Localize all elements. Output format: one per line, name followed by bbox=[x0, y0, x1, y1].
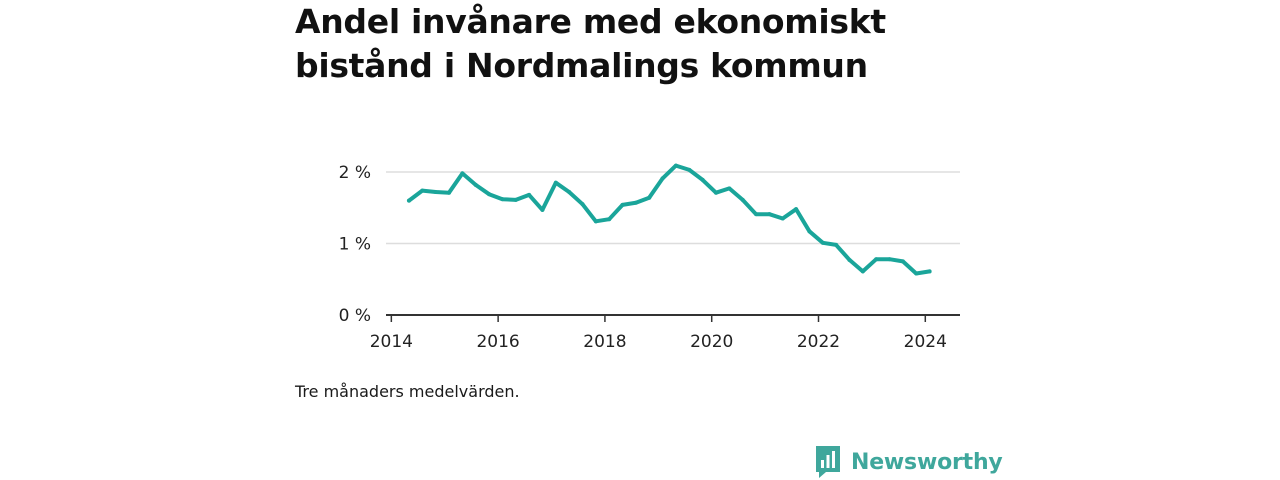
y-tick-label: 2 % bbox=[339, 163, 371, 183]
data-point bbox=[794, 207, 799, 212]
data-point bbox=[780, 216, 785, 221]
chart-title: Andel invånare med ekonomiskt bistånd i … bbox=[295, 2, 886, 85]
series-line bbox=[407, 163, 932, 276]
data-point bbox=[633, 200, 638, 205]
data-point bbox=[660, 176, 665, 181]
y-tick-label: 1 % bbox=[339, 235, 371, 255]
gridlines bbox=[386, 171, 960, 245]
x-tick-label: 2022 bbox=[797, 332, 840, 352]
data-point bbox=[500, 197, 505, 202]
data-point bbox=[927, 269, 932, 274]
data-point bbox=[713, 190, 718, 195]
data-point bbox=[834, 242, 839, 247]
data-point bbox=[727, 186, 732, 191]
x-tick-label: 2016 bbox=[476, 332, 519, 352]
newsworthy-logo-icon bbox=[816, 446, 840, 478]
data-point bbox=[567, 190, 572, 195]
series-layer bbox=[406, 163, 932, 276]
data-point bbox=[700, 177, 705, 182]
data-point bbox=[433, 190, 438, 195]
data-point bbox=[487, 192, 492, 197]
data-point bbox=[740, 197, 745, 202]
data-point bbox=[527, 192, 532, 197]
axes bbox=[386, 314, 960, 322]
x-tick-label: 2024 bbox=[904, 332, 947, 352]
data-point bbox=[647, 195, 652, 200]
data-point bbox=[900, 259, 905, 264]
data-point bbox=[687, 167, 692, 172]
data-point bbox=[447, 190, 452, 195]
data-point bbox=[754, 212, 759, 217]
chart-caption: Tre månaders medelvärden. bbox=[295, 382, 520, 401]
brand-name: Newsworthy bbox=[851, 449, 1003, 475]
data-point bbox=[473, 182, 478, 187]
data-point bbox=[860, 269, 865, 274]
data-point bbox=[593, 219, 598, 224]
data-point bbox=[540, 207, 545, 212]
data-point bbox=[460, 171, 465, 176]
data-point bbox=[553, 180, 558, 185]
data-point bbox=[914, 271, 919, 276]
data-point bbox=[874, 257, 879, 262]
y-tick-label: 0 % bbox=[339, 306, 371, 326]
data-point bbox=[767, 212, 772, 217]
tick-labels: 0 % 1 % 2 % 2014 2016 2018 2020 2022 2024 bbox=[339, 163, 947, 352]
data-point bbox=[807, 229, 812, 234]
data-point bbox=[847, 257, 852, 262]
data-point bbox=[406, 198, 411, 203]
data-point bbox=[513, 197, 518, 202]
brand-logo: Newsworthy bbox=[814, 444, 1003, 480]
x-tick-label: 2014 bbox=[370, 332, 413, 352]
data-point bbox=[607, 217, 612, 222]
data-point bbox=[620, 202, 625, 207]
data-point bbox=[673, 163, 678, 168]
data-point bbox=[580, 202, 585, 207]
data-point bbox=[887, 257, 892, 262]
data-point bbox=[420, 188, 425, 193]
data-point bbox=[820, 240, 825, 245]
x-tick-label: 2018 bbox=[583, 332, 626, 352]
x-tick-label: 2020 bbox=[690, 332, 733, 352]
